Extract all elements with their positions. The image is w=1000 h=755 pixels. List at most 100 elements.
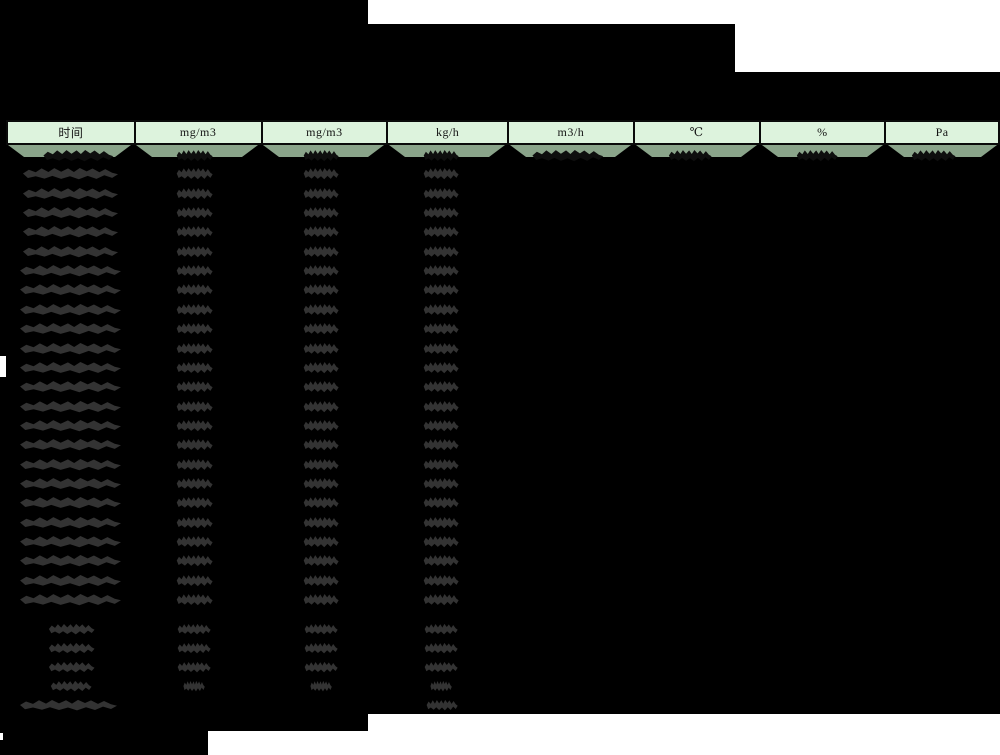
redacted-cell-value [423, 400, 459, 413]
redacted-cell-value [303, 361, 339, 374]
redacted-cell-value [303, 400, 339, 413]
column-header-label: m3/h [557, 125, 585, 139]
redacted-cell-value [20, 477, 121, 490]
highlighted-row-cell [636, 145, 757, 157]
redacted-cell-value [176, 149, 213, 162]
redacted-cell-value [796, 149, 838, 162]
redacted-cell-value [22, 206, 119, 219]
redacted-cell-value [20, 458, 121, 471]
column-header-celsius[interactable]: ℃ [634, 122, 761, 143]
redacted-cell-value [20, 496, 121, 509]
redacted-cell-value [423, 264, 459, 277]
redacted-cell-value [423, 303, 459, 316]
redacted-cell-value [911, 149, 956, 162]
redacted-cell-value [183, 680, 205, 692]
redacted-cell-value [424, 661, 458, 673]
redacted-cell-value [303, 574, 339, 587]
highlighted-row-cell [389, 145, 505, 157]
column-header-pa[interactable]: Pa [886, 122, 1000, 143]
redacted-cell-value [303, 535, 339, 548]
redacted-cell-value [430, 680, 452, 692]
redacted-cell-value [176, 458, 213, 471]
redacted-cell-value [423, 206, 459, 219]
redacted-cell-value [20, 361, 121, 374]
redacted-cell-value [424, 623, 458, 635]
redacted-cell-value [303, 225, 339, 238]
redacted-cell-value [176, 206, 213, 219]
column-header-label: % [817, 125, 828, 139]
redacted-cell-value [303, 283, 339, 296]
redacted-cell-value [303, 496, 339, 509]
redacted-cell-value [423, 419, 459, 432]
redacted-cell-value [22, 225, 119, 238]
redacted-cell-value [423, 149, 459, 162]
redacted-cell-value [303, 264, 339, 277]
redacted-cell-value [303, 206, 339, 219]
redacted-cell-value [176, 419, 213, 432]
highlighted-row-cell [136, 145, 258, 157]
redacted-cell-value [303, 477, 339, 490]
redacted-cell-value [20, 593, 121, 606]
redacted-cell-value [423, 361, 459, 374]
redacted-cell-value [423, 342, 459, 355]
column-header-mgm3-1[interactable]: mg/m3 [135, 122, 263, 143]
redacted-cell-value [176, 322, 213, 335]
highlighted-row-cell [762, 145, 883, 157]
redacted-cell-value [20, 438, 121, 451]
column-header-m3h[interactable]: m3/h [509, 122, 635, 143]
redacted-cell-value [303, 458, 339, 471]
table-header-row: 时间 mg/m3 mg/m3 kg/h m3/h ℃ % Pa [6, 120, 1000, 145]
redacted-cell-value [176, 245, 213, 258]
column-header-time[interactable]: 时间 [8, 122, 136, 143]
masked-area-bottom-right [368, 714, 1000, 755]
masked-area-left-edge [0, 356, 6, 377]
column-header-label: kg/h [435, 125, 460, 139]
redacted-cell-value [176, 574, 213, 587]
highlighted-row-cell [263, 145, 384, 157]
masked-area-top [368, 0, 1000, 24]
redacted-cell-value [176, 225, 213, 238]
masked-area-bottom-middle [208, 731, 368, 755]
redacted-cell-value [20, 516, 121, 529]
redacted-cell-value [423, 458, 459, 471]
redacted-cell-value [48, 661, 95, 673]
redacted-cell-value [176, 554, 213, 567]
redacted-cell-value [423, 574, 459, 587]
redacted-cell-value [303, 516, 339, 529]
redacted-cell-value [310, 680, 332, 692]
redacted-cell-value [20, 303, 121, 316]
column-header-mgm3-2[interactable]: mg/m3 [262, 122, 389, 143]
redacted-cell-value [22, 187, 119, 200]
redacted-cell-value [176, 283, 213, 296]
redacted-cell-value [303, 593, 339, 606]
redacted-cell-value [303, 245, 339, 258]
redacted-cell-value [423, 245, 459, 258]
redacted-cell-value [48, 623, 95, 635]
redacted-cell-value [176, 380, 213, 393]
redacted-cell-value [304, 642, 338, 654]
redacted-cell-value [176, 438, 213, 451]
redacted-cell-value [423, 554, 459, 567]
redacted-cell-value [303, 167, 339, 180]
redacted-cell-value [176, 187, 213, 200]
redacted-cell-value [177, 642, 211, 654]
redacted-cell-value [423, 380, 459, 393]
column-header-percent[interactable]: % [760, 122, 887, 143]
redacted-cell-value [20, 283, 121, 296]
redacted-cell-value [176, 593, 213, 606]
redacted-cell-value [176, 496, 213, 509]
redacted-cell-value [668, 149, 712, 162]
redacted-cell-value [20, 264, 121, 277]
redacted-cell-value [20, 535, 121, 548]
redacted-cell-value [48, 642, 95, 654]
redacted-cell-value [424, 642, 458, 654]
redacted-cell-value [22, 245, 119, 258]
column-header-kgh[interactable]: kg/h [388, 122, 509, 143]
redacted-cell-value [423, 225, 459, 238]
redacted-cell-value [532, 149, 604, 162]
redacted-cell-value [20, 342, 121, 355]
redacted-cell-value [20, 419, 121, 432]
redacted-cell-value [423, 187, 459, 200]
redacted-cell-value [423, 438, 459, 451]
